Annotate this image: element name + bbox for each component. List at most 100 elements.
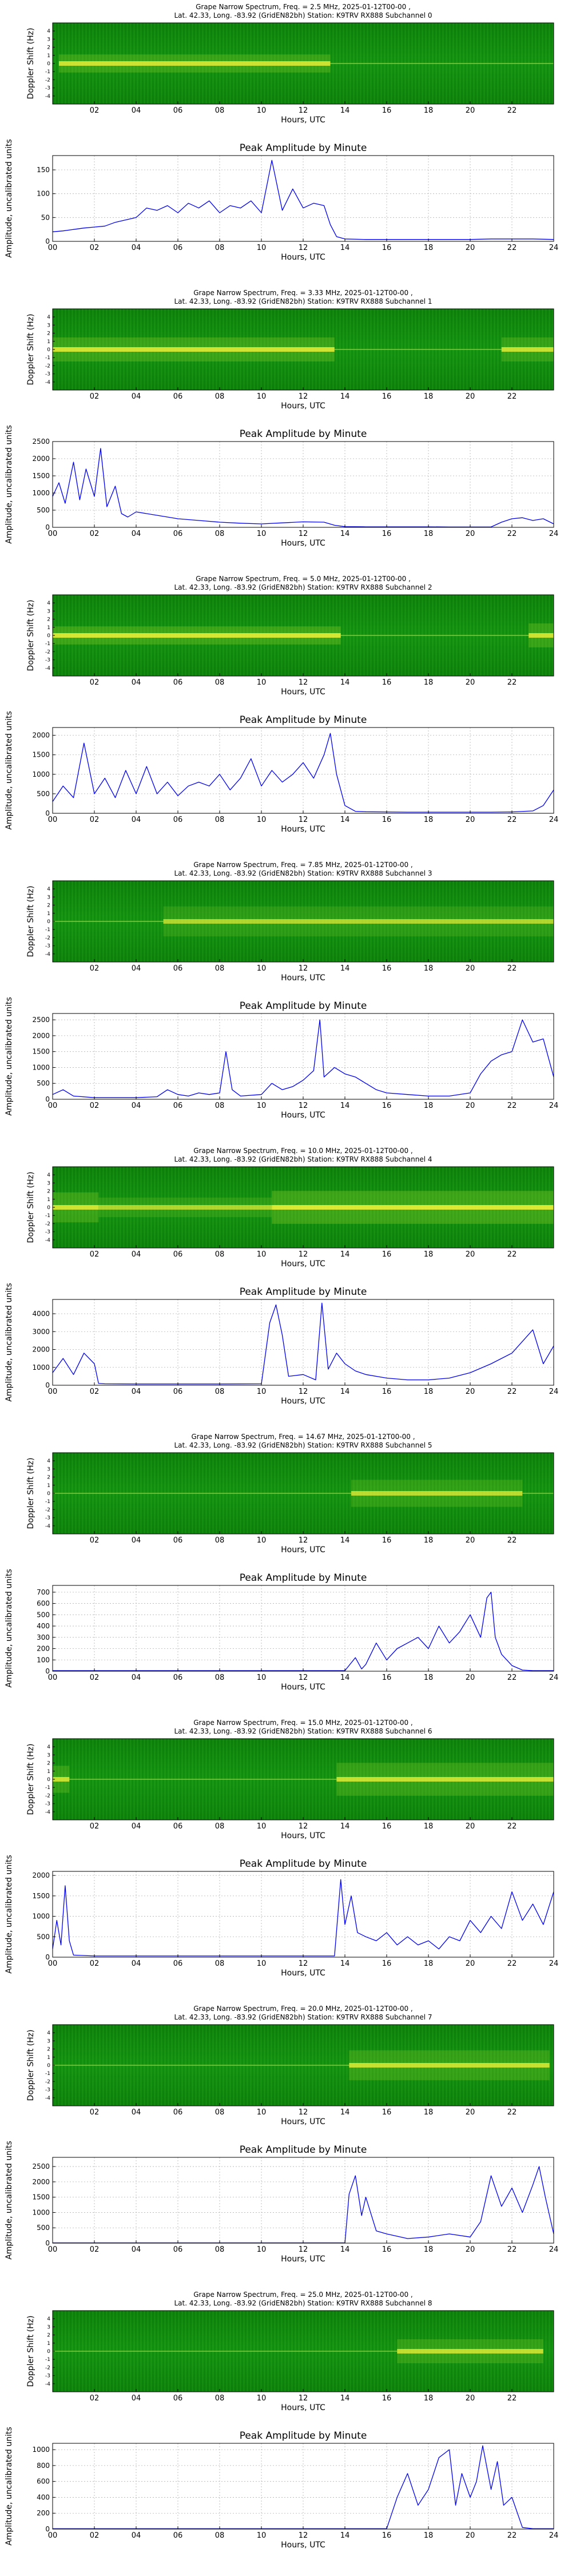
x-tick-label: 18 <box>424 1822 434 1831</box>
x-tick-label: 02 <box>90 1959 100 1968</box>
spectrogram-carrier-line <box>53 2065 349 2066</box>
x-tick-label: 24 <box>549 1388 559 1396</box>
x-tick-label: 04 <box>132 678 141 687</box>
x-tick-label: 24 <box>549 244 559 252</box>
spectrogram-carrier-line <box>522 1493 554 1494</box>
x-tick-label: 06 <box>173 1250 183 1259</box>
y-tick-label: 1 <box>47 625 50 631</box>
y-axis-label: Doppler Shift (Hz) <box>26 600 35 671</box>
amplitude-series-line <box>52 1302 554 1385</box>
x-tick-label: 06 <box>173 2394 183 2403</box>
x-tick-label: 00 <box>48 2531 58 2540</box>
x-tick-label: 08 <box>215 2394 225 2403</box>
x-tick-label: 18 <box>424 1102 434 1110</box>
y-tick-label: 2500 <box>32 1016 50 1024</box>
x-axis-label: Hours, UTC <box>281 1397 325 1406</box>
y-tick-label: 3 <box>47 1752 50 1758</box>
y-tick-label: -2 <box>45 1793 50 1799</box>
x-tick-label: 20 <box>466 964 475 973</box>
x-tick-label: 00 <box>48 816 58 824</box>
x-axis-label: Hours, UTC <box>281 2117 325 2126</box>
x-axis-label: Hours, UTC <box>281 1969 325 1978</box>
x-tick-label: 16 <box>382 1673 392 1682</box>
x-tick-label: 22 <box>507 1536 517 1545</box>
y-tick-label: 0 <box>45 1667 50 1675</box>
x-tick-label: 14 <box>340 964 350 973</box>
x-tick-label: 02 <box>90 678 100 687</box>
spectrogram-signal <box>351 1491 523 1496</box>
y-tick-label: 2 <box>47 1475 50 1481</box>
x-tick-label: 22 <box>507 964 517 973</box>
x-tick-label: 18 <box>424 1250 434 1259</box>
x-axis-label: Hours, UTC <box>281 825 325 834</box>
y-tick-label: 2 <box>47 1189 50 1195</box>
x-tick-label: 16 <box>382 1959 392 1968</box>
x-tick-label: 02 <box>90 1822 100 1831</box>
x-tick-label: 20 <box>466 2108 475 2117</box>
y-axis-label: Amplitude, uncalibrated units <box>5 2141 14 2260</box>
x-tick-label: 16 <box>382 244 392 252</box>
y-tick-label: 2 <box>47 617 50 623</box>
x-tick-label: 12 <box>299 530 308 538</box>
x-tick-label: 06 <box>173 1673 183 1682</box>
spectrogram-signal <box>53 1205 99 1210</box>
x-tick-label: 12 <box>299 816 308 824</box>
y-tick-label: 2000 <box>32 455 50 463</box>
spectrogram-title: Grape Narrow Spectrum, Freq. = 3.33 MHz,… <box>193 289 412 297</box>
x-axis-label: Hours, UTC <box>281 401 325 411</box>
x-tick-label: 22 <box>507 1250 517 1259</box>
x-axis-label: Hours, UTC <box>281 1683 325 1692</box>
x-tick-label: 14 <box>340 106 350 115</box>
x-tick-label: 00 <box>48 2245 58 2254</box>
x-tick-label: 06 <box>173 1536 183 1545</box>
y-axis-label: Doppler Shift (Hz) <box>26 2316 35 2387</box>
x-tick-label: 04 <box>132 1959 141 1968</box>
x-tick-label: 00 <box>48 1102 58 1110</box>
y-tick-label: 800 <box>37 2462 50 2470</box>
y-axis-label: Amplitude, uncalibrated units <box>5 425 14 544</box>
x-tick-label: 22 <box>507 1102 517 1110</box>
x-tick-label: 04 <box>132 1673 141 1682</box>
amplitude-title: Peak Amplitude by Minute <box>240 428 367 440</box>
y-axis-label: Amplitude, uncalibrated units <box>5 2427 14 2546</box>
x-tick-label: 04 <box>132 392 141 401</box>
amplitude-series-line <box>52 733 554 813</box>
x-tick-label: 22 <box>507 1673 517 1682</box>
x-tick-label: 14 <box>340 1388 350 1396</box>
y-tick-label: 400 <box>37 1622 50 1630</box>
spectrogram-panel: Grape Narrow Spectrum, Freq. = 7.85 MHz,… <box>26 861 554 983</box>
y-tick-label: 100 <box>37 1656 50 1664</box>
x-tick-label: 20 <box>466 816 475 824</box>
spectrogram-panel: Grape Narrow Spectrum, Freq. = 10.0 MHz,… <box>26 1147 554 1269</box>
x-tick-label: 08 <box>215 1388 225 1396</box>
y-tick-label: 0 <box>47 61 50 67</box>
x-tick-label: 24 <box>549 530 559 538</box>
x-tick-label: 12 <box>299 2394 308 2403</box>
x-tick-label: 04 <box>132 964 141 973</box>
spectrogram-carrier-line <box>53 1493 351 1494</box>
spectrogram-subtitle: Lat. 42.33, Long. -83.92 (GridEN82bh) St… <box>174 1155 432 1163</box>
y-tick-label: 400 <box>37 2493 50 2501</box>
x-tick-label: 12 <box>299 106 308 115</box>
y-axis-label: Amplitude, uncalibrated units <box>5 997 14 1116</box>
spectrogram-subtitle: Lat. 42.33, Long. -83.92 (GridEN82bh) St… <box>174 869 432 877</box>
y-axis-label: Amplitude, uncalibrated units <box>5 1855 14 1974</box>
spectrogram-panel: Grape Narrow Spectrum, Freq. = 15.0 MHz,… <box>26 1719 554 1840</box>
y-tick-label: 1000 <box>32 1063 50 1071</box>
x-tick-label: 08 <box>215 1822 225 1831</box>
x-axis-label: Hours, UTC <box>281 539 325 548</box>
spectrogram-title: Grape Narrow Spectrum, Freq. = 20.0 MHz,… <box>193 2005 412 2013</box>
y-axis-label: Doppler Shift (Hz) <box>26 28 35 100</box>
y-tick-label: -1 <box>45 355 50 361</box>
x-axis-label: Hours, UTC <box>281 1545 325 1555</box>
x-tick-label: 18 <box>424 2245 434 2254</box>
x-tick-label: 12 <box>299 2531 308 2540</box>
y-tick-label: 0 <box>45 1953 50 1961</box>
x-tick-label: 12 <box>299 244 308 252</box>
x-tick-label: 08 <box>215 1102 225 1110</box>
x-tick-label: 18 <box>424 1388 434 1396</box>
x-tick-label: 04 <box>132 1822 141 1831</box>
spectrogram-carrier-line <box>334 349 502 350</box>
amplitude-panel: Peak Amplitude by Minute 00 02 04 06 08 10 12 14… <box>5 139 558 262</box>
x-tick-label: 16 <box>382 1250 392 1259</box>
